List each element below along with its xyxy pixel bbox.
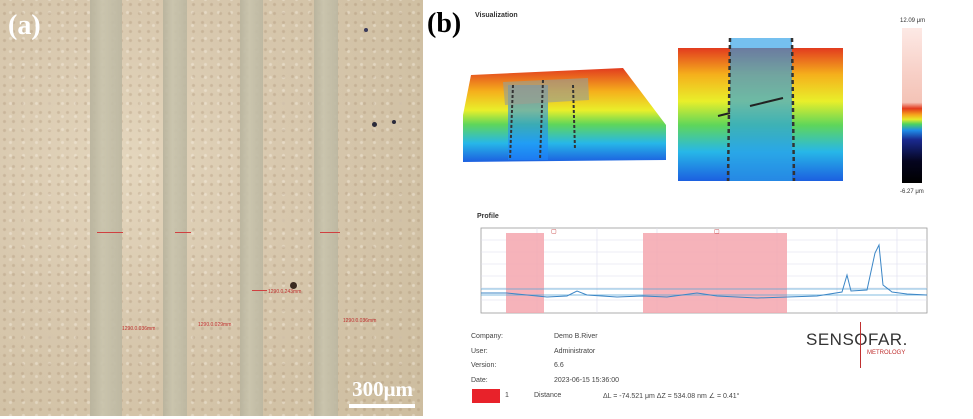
measurement-label: 1290.0.243mm [268, 289, 302, 295]
colorbar-max-label: 12.09 μm [900, 18, 926, 24]
sensofar-logo: SENSOFAR. [806, 330, 908, 349]
profile-title: Profile [477, 213, 499, 220]
groove-stripe [90, 0, 122, 416]
micrograph-panel: 1290.0.036mm 1290.0.029mm 1290.0.243mm 1… [0, 0, 423, 416]
groove-stripe [163, 0, 187, 416]
3d-view-right [678, 38, 843, 182]
panel-label-a: (a) [8, 10, 41, 41]
info-company-label: Company: [471, 333, 503, 340]
sensofar-logo-subtitle: METROLOGY [867, 350, 906, 356]
svg-text:▢: ▢ [714, 229, 720, 235]
legend-color-swatch [472, 389, 500, 403]
debris-dot [372, 122, 377, 127]
scale-bar [349, 404, 415, 408]
logo-rule [860, 322, 861, 368]
colorbar-min-label: -6.27 μm [900, 189, 924, 195]
scale-bar-label: 300μm [352, 377, 413, 401]
measure-line [97, 232, 123, 233]
info-user-value: Administrator [554, 348, 596, 355]
measurement-label: 1290.0.036mm [122, 326, 156, 332]
legend-index: 1 [505, 392, 509, 399]
groove-stripe [240, 0, 263, 416]
color-scale-bar [902, 28, 922, 183]
info-version-label: Version: [471, 362, 497, 369]
debris-dot [290, 282, 297, 289]
debris-dot [364, 28, 368, 32]
measure-line [320, 232, 340, 233]
info-version-value: 6.6 [554, 362, 564, 369]
info-company-value: Demo B.River [554, 333, 598, 340]
visualization-title: Visualization [475, 12, 518, 19]
measure-line [252, 290, 267, 291]
info-date-value: 2023-06-15 15:36:00 [554, 377, 619, 384]
svg-text:▢: ▢ [551, 229, 557, 235]
measurement-label: 1290.0.036mm [343, 318, 377, 324]
legend-name: Distance [534, 392, 562, 399]
measurement-label: 1290.0.029mm [198, 322, 232, 328]
3d-view-left [463, 68, 666, 162]
info-user-label: User: [471, 348, 488, 355]
profilometer-report-panel: (b) Visualization [423, 0, 973, 419]
micrograph-texture [0, 0, 423, 416]
groove-stripe [314, 0, 338, 416]
panel-label-b: (b) [427, 8, 462, 39]
legend-values: ΔL = -74.521 μm ΔZ = 534.08 nm ∠ = 0.41° [603, 393, 740, 400]
debris-dot [392, 120, 396, 124]
profile-plot: ▢ ▢ [480, 227, 928, 314]
measure-line [175, 232, 191, 233]
info-date-label: Date: [471, 377, 488, 384]
